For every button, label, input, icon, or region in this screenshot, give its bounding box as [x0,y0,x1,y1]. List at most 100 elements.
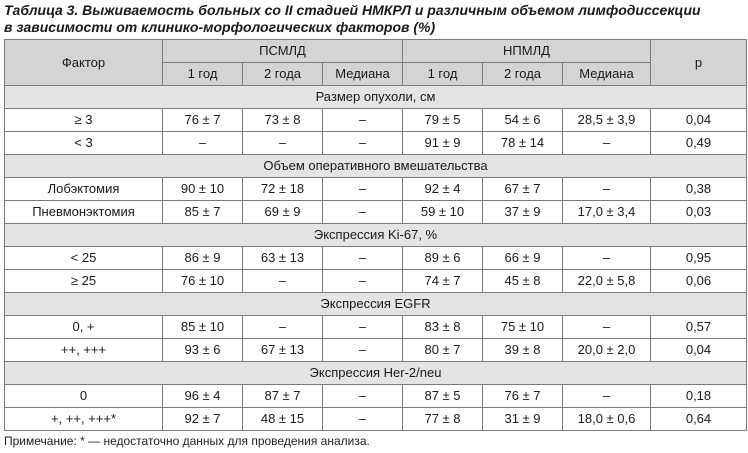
value-cell: – [562,246,651,270]
header-row-1: Фактор ПСМЛД НПМЛД p [4,39,747,86]
factor-cell: ≥ 25 [4,269,163,293]
section-title: Экспрессия Her-2/neu [4,361,747,385]
p-value-cell: 0,64 [650,407,747,431]
value-cell: 86 ± 9 [162,246,243,270]
value-cell: – [322,338,403,362]
value-cell: 80 ± 7 [402,338,483,362]
section-title: Объем оперативного вмешательства [4,154,747,178]
table-row: +, ++, +++* 92 ± 7 48 ± 15–77 ± 8 31 ± 9 18,… [4,407,747,431]
value-cell: 76 ± 7 [482,384,563,408]
p-value-cell: 0,04 [650,338,747,362]
value-cell: 73 ± 8 [242,108,323,132]
factor-cell: ≥ 3 [4,108,163,132]
section-row: Экспрессия Her-2/neu [4,361,747,385]
value-cell: 63 ± 13 [242,246,323,270]
value-cell: 67 ± 13 [242,338,323,362]
section-row: Объем оперативного вмешательства [4,154,747,178]
p-value-cell: 0,04 [650,108,747,132]
value-cell: – [242,269,323,293]
header-sub: Медиана [322,62,403,86]
caption-line-1: Таблица 3. Выживаемость больных со II ст… [4,2,701,18]
header-group-npmld: НПМЛД [402,39,651,63]
value-cell: 39 ± 8 [482,338,563,362]
value-cell: 17,0 ± 3,4 [562,200,651,224]
value-cell: 78 ± 14 [482,131,563,155]
value-cell: 54 ± 6 [482,108,563,132]
value-cell: 66 ± 9 [482,246,563,270]
value-cell: 79 ± 5 [402,108,483,132]
table-row: Пневмонэктомия 85 ± 7 69 ± 9–59 ± 10 37 ± 9… [4,200,747,224]
value-cell: 69 ± 9 [242,200,323,224]
value-cell: – [322,177,403,201]
value-cell: 37 ± 9 [482,200,563,224]
value-cell: 77 ± 8 [402,407,483,431]
table-row: < 3– – –91 ± 9 78 ± 14–0,49 [4,131,747,155]
value-cell: 28,5 ± 3,9 [562,108,651,132]
table-row: ≥ 3 76 ± 7 73 ± 8–79 ± 5 54 ± 6 28,5 ± 3,9 0,… [4,108,747,132]
header-sub: 1 год [162,62,243,86]
value-cell: 22,0 ± 5,8 [562,269,651,293]
p-value-cell: 0,38 [650,177,747,201]
table-row: Лобэктомия 90 ± 10 72 ± 18–92 ± 4 67 ± 7–0,… [4,177,747,201]
factor-cell: 0 [4,384,163,408]
value-cell: – [162,131,243,155]
section-row: Размер опухоли, см [4,85,747,109]
value-cell: 75 ± 10 [482,315,563,339]
value-cell: 18,0 ± 0,6 [562,407,651,431]
header-sub: 1 год [402,62,483,86]
value-cell: 85 ± 7 [162,200,243,224]
value-cell: 45 ± 8 [482,269,563,293]
header-sub: Медиана [562,62,651,86]
p-value-cell: 0,95 [650,246,747,270]
survival-table: Фактор ПСМЛД НПМЛД p 1 год 2 года Медиан… [4,39,747,431]
table-row: < 25 86 ± 9 63 ± 13–89 ± 6 66 ± 9–0,95 [4,246,747,270]
value-cell: – [322,200,403,224]
table-note: Примечание: * — недостаточно данных для … [4,434,370,448]
factor-cell: Пневмонэктомия [4,200,163,224]
caption-line-2: в зависимости от клинико-морфологических… [4,19,436,35]
factor-cell: < 25 [4,246,163,270]
value-cell: 90 ± 10 [162,177,243,201]
value-cell: 76 ± 10 [162,269,243,293]
header-sub: 2 года [242,62,323,86]
value-cell: – [562,384,651,408]
value-cell: 91 ± 9 [402,131,483,155]
value-cell: – [242,315,323,339]
value-cell: – [562,177,651,201]
value-cell: – [322,108,403,132]
value-cell: – [562,131,651,155]
value-cell: 89 ± 6 [402,246,483,270]
value-cell: – [562,315,651,339]
value-cell: – [322,315,403,339]
value-cell: 92 ± 7 [162,407,243,431]
section-row: Экспрессия Ki-67, % [4,223,747,247]
table-row: 0, +85 ± 10– –83 ± 8 75 ± 10–0,57 [4,315,747,339]
section-title: Экспрессия Ki-67, % [4,223,747,247]
section-title: Размер опухоли, см [4,85,747,109]
p-value-cell: 0,06 [650,269,747,293]
value-cell: 92 ± 4 [402,177,483,201]
value-cell: 87 ± 5 [402,384,483,408]
factor-cell: 0, + [4,315,163,339]
value-cell: 72 ± 18 [242,177,323,201]
table-caption: Таблица 3. Выживаемость больных со II ст… [4,2,744,36]
header-group-psmld: ПСМЛД [162,39,403,63]
table-row: 0 96 ± 4 87 ± 7–87 ± 5 76 ± 7–0,18 [4,384,747,408]
value-cell: 31 ± 9 [482,407,563,431]
value-cell: 74 ± 7 [402,269,483,293]
header-p: p [650,39,747,86]
section-title: Экспрессия EGFR [4,292,747,316]
value-cell: 93 ± 6 [162,338,243,362]
header-row-2: 1 год 2 года Медиана 1 год 2 года Медиан… [5,62,747,86]
p-value-cell: 0,49 [650,131,747,155]
factor-cell: < 3 [4,131,163,155]
value-cell: – [322,407,403,431]
table-body: Размер опухоли, см ≥ 3 76 ± 7 73 ± 8–79 ± 5… [4,85,747,431]
value-cell: 76 ± 7 [162,108,243,132]
header-sub: 2 года [482,62,563,86]
value-cell: – [242,131,323,155]
factor-cell: +, ++, +++* [4,407,163,431]
value-cell: – [322,269,403,293]
table-row: ++, +++ 93 ± 6 67 ± 13–80 ± 7 39 ± 8 20,0 ± … [4,338,747,362]
section-row: Экспрессия EGFR [4,292,747,316]
